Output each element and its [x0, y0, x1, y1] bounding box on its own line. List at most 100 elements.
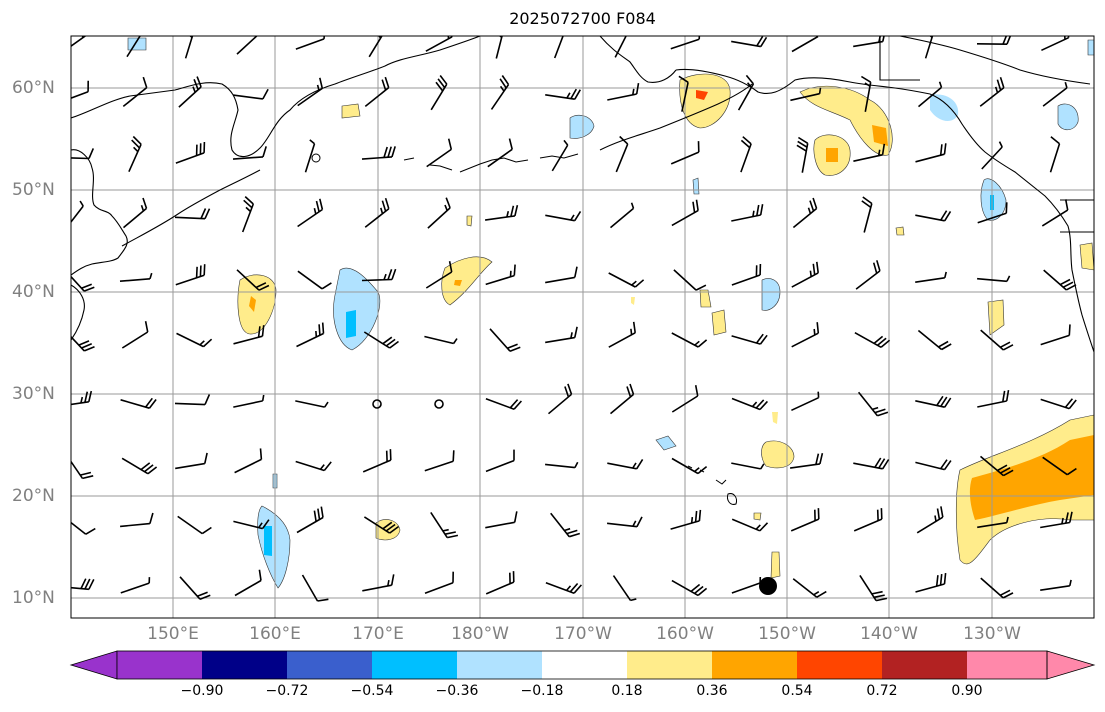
wind-barb [792, 578, 818, 598]
wind-barb [1043, 269, 1067, 291]
wind-barb-feather [934, 515, 937, 522]
wind-barb-feather [144, 397, 153, 408]
wind-barb [864, 82, 872, 112]
wind-barb-feather [998, 141, 1003, 148]
wind-barb-feather [812, 197, 818, 209]
wind-barb-feather [740, 139, 751, 149]
wind-barb-feather [1062, 281, 1074, 288]
wind-barb-feather [439, 75, 448, 85]
wind-barb [789, 463, 821, 469]
wind-barb-feather [309, 139, 316, 145]
wind-barb-feather [873, 594, 885, 599]
wind-barb [484, 215, 516, 221]
wind-barb [801, 143, 809, 173]
wind-barb [545, 276, 575, 284]
wind-barb [71, 36, 87, 48]
wind-barb [550, 512, 570, 538]
wind-barb [71, 586, 89, 591]
wind-barb-feather [391, 146, 396, 158]
lon-label-160e: 160°E [249, 624, 301, 644]
wind-barb-feather [695, 199, 699, 211]
wind-barb [979, 455, 1005, 477]
wind-barb-feather [140, 205, 145, 212]
wind-barb-feather [1068, 399, 1077, 410]
wind-barb-feather [389, 340, 399, 349]
wind-barb-feather [996, 79, 1002, 91]
wind-barb-feather [387, 579, 390, 587]
wind-barb [915, 277, 945, 283]
wind-barb [485, 521, 515, 529]
wind-barb-feather [136, 23, 143, 32]
wind-barb [731, 335, 761, 345]
wind-barb-feather [1005, 389, 1010, 402]
wind-barb-feather [698, 509, 702, 521]
wind-barb [1040, 334, 1070, 346]
wind-barb [977, 212, 1007, 224]
wind-barb [916, 516, 944, 534]
wind-barb [917, 329, 943, 351]
wind-barb [977, 277, 1007, 283]
wind-barb [980, 577, 1004, 599]
wind-barb-feather [323, 461, 332, 472]
wind-barb-feather [623, 30, 627, 35]
wind-barb-feather [697, 587, 708, 597]
wind-barb-feather [513, 264, 516, 276]
wind-barb-feather [1064, 398, 1074, 408]
colorbar-tick-label: −0.72 [265, 683, 309, 699]
wind-barb-feather [882, 459, 890, 470]
wind-barb [363, 331, 391, 349]
wind-barb-feather [807, 207, 812, 214]
wind-barb [175, 152, 205, 164]
wind-barb [176, 332, 204, 348]
wind-barb-feather [259, 448, 263, 460]
wind-barb-feather [881, 143, 886, 155]
wind-barb-feather [1005, 202, 1008, 214]
wind-barb-feather [573, 584, 583, 594]
wind-barb-feather [941, 343, 952, 351]
wind-barb-feather [574, 266, 578, 278]
wind-barb [915, 461, 945, 471]
wind-barb-feather [202, 338, 213, 348]
wind-barb-feather [1002, 390, 1006, 402]
wind-barb-feather [258, 522, 263, 529]
wind-barb [119, 278, 151, 282]
wind-barb-feather [872, 406, 879, 411]
wind-barb-feather [1002, 344, 1014, 351]
wind-barb-feather [193, 79, 199, 90]
wind-barb-feather [697, 339, 708, 348]
wind-barb-feather [874, 457, 882, 468]
wind-barb-feather [944, 210, 952, 222]
wind-barb-feather [88, 148, 95, 159]
wind-barb-feather [83, 286, 95, 292]
wind-barb [981, 146, 1003, 170]
wind-barb-feather [809, 200, 815, 212]
islands [311, 153, 737, 505]
wind-barb-feather [444, 204, 448, 211]
wind-barb-feather [499, 78, 507, 89]
wind-barb [71, 157, 90, 160]
map-frame [70, 35, 1095, 619]
wind-barb-feather [938, 340, 949, 348]
lon-label-150e: 150°E [147, 624, 199, 644]
wind-barb [915, 153, 945, 163]
wind-barb-feather [569, 532, 581, 538]
wind-barb-feather [1003, 469, 1014, 477]
wind-barb-feather [759, 204, 764, 216]
wind-barb [234, 458, 262, 474]
colorbar-extend-low [69, 650, 118, 680]
wind-barb [362, 459, 392, 473]
wind-barb-feather [80, 578, 87, 589]
wind-barb-feather [204, 208, 211, 220]
wind-barb-feather [813, 328, 816, 336]
lon-label-180w: 180°W [451, 624, 509, 644]
wind-barb [545, 582, 575, 594]
wind-barb-feather [1002, 592, 1014, 599]
wind-barb-feather [566, 92, 571, 99]
colorbar-tick-label: −0.90 [180, 683, 224, 699]
wind-barb [1042, 456, 1068, 476]
map-title: 2025072700 F084 [509, 9, 656, 28]
wind-barb-feather [878, 36, 881, 43]
wind-barb [1042, 87, 1068, 107]
wind-barb-feather [506, 211, 510, 218]
